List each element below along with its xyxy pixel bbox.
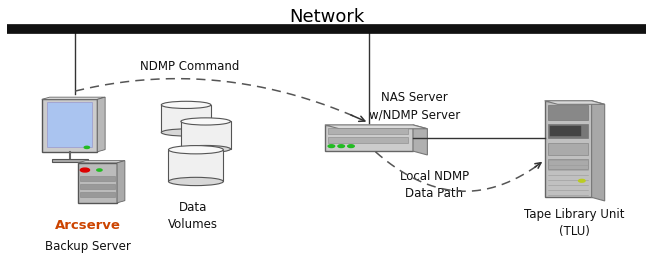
Text: Data
Volumes: Data Volumes: [168, 201, 217, 232]
Text: Local NDMP
Data Path: Local NDMP Data Path: [400, 170, 469, 200]
Bar: [325, 125, 413, 151]
Text: NAS Server
w/NDMP Server: NAS Server w/NDMP Server: [369, 91, 460, 121]
Bar: [78, 163, 117, 203]
Ellipse shape: [161, 129, 211, 136]
Bar: [168, 150, 223, 182]
Bar: [42, 99, 97, 152]
Circle shape: [348, 145, 354, 147]
Bar: [545, 101, 592, 197]
Bar: [80, 176, 115, 181]
Ellipse shape: [181, 118, 231, 125]
Bar: [328, 137, 407, 143]
Text: Network: Network: [289, 8, 364, 26]
Bar: [550, 126, 581, 136]
Polygon shape: [545, 101, 605, 104]
Polygon shape: [413, 125, 427, 155]
Bar: [80, 184, 115, 189]
Polygon shape: [42, 97, 105, 99]
Circle shape: [84, 146, 89, 148]
Ellipse shape: [168, 146, 223, 154]
Polygon shape: [592, 101, 605, 201]
Bar: [548, 143, 588, 155]
Circle shape: [328, 145, 334, 147]
Polygon shape: [78, 161, 125, 163]
Bar: [328, 128, 407, 134]
Bar: [52, 159, 88, 162]
Ellipse shape: [168, 177, 223, 186]
Text: NDMP Command: NDMP Command: [140, 60, 239, 73]
Ellipse shape: [161, 101, 211, 108]
Bar: [47, 102, 92, 147]
Bar: [548, 159, 588, 169]
Circle shape: [80, 168, 89, 172]
Polygon shape: [325, 125, 427, 129]
Polygon shape: [97, 97, 105, 152]
Bar: [181, 121, 231, 149]
Text: Backup Server: Backup Server: [45, 240, 131, 253]
Circle shape: [338, 145, 345, 147]
Circle shape: [579, 179, 585, 182]
Bar: [548, 124, 588, 138]
Bar: [161, 105, 211, 132]
Bar: [80, 192, 115, 197]
Circle shape: [97, 169, 102, 171]
Polygon shape: [117, 161, 125, 203]
Ellipse shape: [181, 145, 231, 153]
Text: Tape Library Unit
(TLU): Tape Library Unit (TLU): [524, 208, 625, 238]
Bar: [548, 105, 588, 120]
Text: Arcserve: Arcserve: [56, 219, 121, 232]
